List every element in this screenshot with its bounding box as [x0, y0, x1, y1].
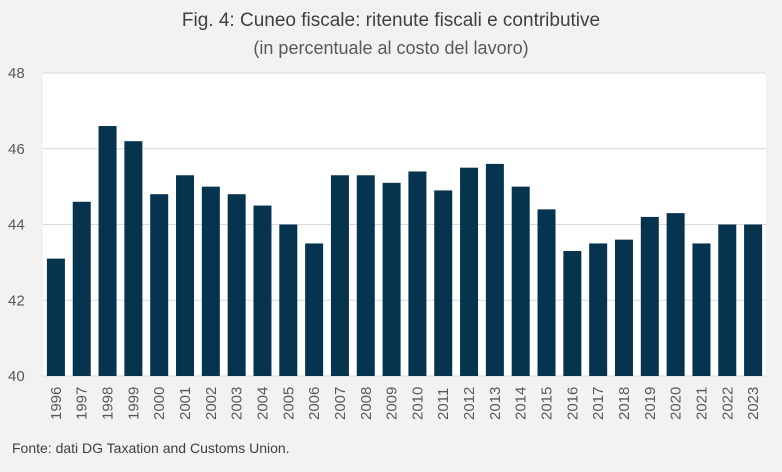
x-tick-label: 2010	[409, 387, 426, 420]
bar-2004	[253, 205, 272, 376]
x-tick-label: 2003	[229, 387, 246, 420]
x-tick-label: 2023	[745, 387, 762, 420]
bar-1998	[98, 126, 117, 377]
bar-2019	[640, 216, 659, 376]
x-tick-label: 2009	[384, 387, 401, 420]
bar-1999	[124, 141, 143, 376]
x-tick-label: 2022	[719, 387, 736, 420]
x-tick-label: 1998	[100, 387, 117, 420]
bar-2016	[563, 251, 582, 376]
chart-title: Fig. 4: Cuneo fiscale: ritenute fiscali …	[181, 10, 601, 31]
y-tick-label: 42	[8, 292, 25, 309]
x-tick-label: 2001	[177, 387, 194, 420]
x-tick-label: 2015	[539, 387, 556, 420]
x-tick-label: 2017	[590, 387, 607, 420]
bar-2022	[718, 224, 737, 376]
bar-2021	[692, 243, 711, 376]
bar-2001	[176, 175, 195, 376]
x-tick-label: 2006	[306, 387, 323, 420]
x-tick-label: 2013	[487, 387, 504, 420]
bar-1996	[46, 258, 65, 376]
bar-2023	[744, 224, 763, 376]
x-tick-label: 1996	[48, 387, 65, 420]
bar-2013	[485, 163, 504, 376]
x-tick-label: 2016	[564, 387, 581, 420]
y-tick-label: 48	[8, 65, 25, 82]
x-tick-label: 2018	[616, 387, 633, 420]
x-tick-label: 1999	[125, 387, 142, 420]
bar-2002	[201, 186, 220, 376]
bar-2003	[227, 194, 246, 376]
bar-2008	[356, 175, 375, 376]
bar-2020	[666, 213, 685, 376]
x-tick-label: 2021	[693, 387, 710, 420]
x-tick-label: 2005	[280, 387, 297, 420]
bar-2015	[537, 209, 556, 376]
chart-subtitle: (in percentuale al costo del lavoro)	[253, 38, 529, 58]
x-tick-label: 2014	[513, 387, 530, 420]
bar-2006	[305, 243, 324, 376]
x-tick-label: 2007	[332, 387, 349, 420]
bar-2005	[279, 224, 298, 376]
x-tick-label: 2011	[435, 388, 452, 420]
bar-2010	[408, 171, 427, 376]
bar-2012	[460, 167, 479, 376]
bar-2018	[614, 239, 633, 376]
y-tick-label: 44	[8, 217, 25, 234]
y-tick-label: 40	[8, 368, 25, 385]
bar-1997	[72, 201, 91, 376]
x-tick-label: 2012	[461, 387, 478, 420]
x-tick-label: 1997	[74, 387, 91, 420]
bar-2011	[434, 190, 453, 376]
y-tick-label: 46	[8, 141, 25, 158]
bar-2007	[330, 175, 349, 376]
chart-source: Fonte: dati DG Taxation and Customs Unio…	[12, 440, 290, 456]
bar-2014	[511, 186, 530, 376]
bar-2009	[382, 182, 401, 376]
x-tick-label: 2020	[668, 387, 685, 420]
x-tick-label: 2008	[358, 387, 375, 420]
x-tick-label: 2000	[151, 387, 168, 420]
x-tick-label: 2004	[254, 387, 271, 420]
x-tick-label: 2019	[642, 387, 659, 420]
x-tick-label: 2002	[203, 387, 220, 420]
bar-2000	[150, 194, 169, 376]
bar-2017	[589, 243, 608, 376]
